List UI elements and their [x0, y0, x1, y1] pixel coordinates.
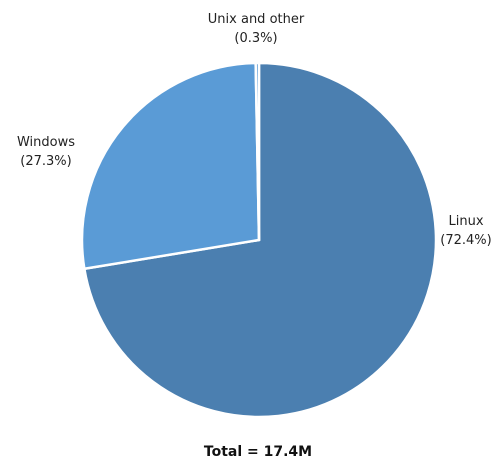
slice-label-windows: Windows (27.3%) [17, 135, 75, 169]
slice-label-linux-name: Linux [448, 214, 483, 229]
slice-label-unix: Unix and other (0.3%) [208, 12, 305, 46]
slice-label-windows-name: Windows [17, 135, 75, 150]
slice-label-linux: Linux (72.4%) [440, 214, 491, 248]
slice-label-linux-percent: (72.4%) [440, 233, 491, 248]
slice-label-unix-percent: (0.3%) [234, 31, 277, 46]
pie-slice-windows [80, 61, 261, 271]
pie-slices [80, 61, 438, 419]
pie-slice-unix [254, 61, 261, 241]
slice-label-unix-name: Unix and other [208, 12, 305, 27]
total-label: Total = 17.4M [204, 444, 312, 460]
slice-label-windows-percent: (27.3%) [20, 154, 71, 169]
